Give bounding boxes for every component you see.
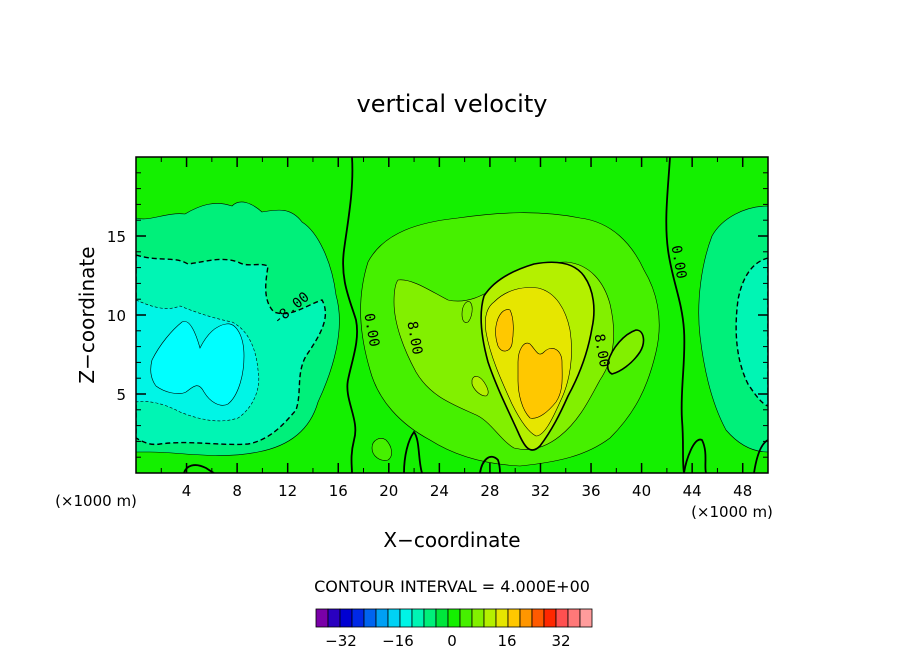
colorbar-swatch xyxy=(316,609,328,627)
colorbar-swatch xyxy=(364,609,376,627)
x-tick-label: 12 xyxy=(278,482,297,500)
colorbar-swatch xyxy=(544,609,556,627)
colorbar-swatch xyxy=(484,609,496,627)
colorbar-swatch xyxy=(436,609,448,627)
chart-title: vertical velocity xyxy=(357,90,548,118)
colorbar-tick-label: 16 xyxy=(497,632,516,650)
plot-area: -8.000.00 8.00 8.000.00 xyxy=(136,157,768,473)
colorbar-swatch xyxy=(376,609,388,627)
colorbar-swatch xyxy=(448,609,460,627)
colorbar xyxy=(316,609,592,627)
contour-interval-text: CONTOUR INTERVAL = 4.000E+00 xyxy=(314,577,590,596)
colorbar-tick-label: 32 xyxy=(551,632,570,650)
colorbar-tick-label: 0 xyxy=(447,632,457,650)
colorbar-swatch xyxy=(472,609,484,627)
y-tick-label: 15 xyxy=(107,228,126,246)
colorbar-swatch xyxy=(556,609,568,627)
colorbar-swatch xyxy=(388,609,400,627)
x-unit-left: (×1000 m) xyxy=(55,492,137,510)
x-tick-label: 48 xyxy=(733,482,752,500)
colorbar-swatch xyxy=(352,609,364,627)
x-tick-label: 24 xyxy=(430,482,449,500)
x-tick-label: 40 xyxy=(632,482,651,500)
colorbar-swatch xyxy=(580,609,592,627)
contour-chart: vertical velocity -8.000.00 8.0 xyxy=(0,0,904,654)
y-tick-label: 5 xyxy=(116,386,126,404)
colorbar-tick-label: −16 xyxy=(382,632,414,650)
colorbar-tick-label: −32 xyxy=(325,632,357,650)
colorbar-swatch xyxy=(496,609,508,627)
x-unit-right: (×1000 m) xyxy=(691,503,773,521)
x-tick-label: 8 xyxy=(232,482,242,500)
colorbar-swatch xyxy=(520,609,532,627)
colorbar-swatch xyxy=(412,609,424,627)
colorbar-swatch xyxy=(340,609,352,627)
y-axis-label: Z−coordinate xyxy=(75,246,99,383)
colorbar-swatch xyxy=(424,609,436,627)
x-axis-label: X−coordinate xyxy=(383,528,520,552)
x-tick-label: 36 xyxy=(581,482,600,500)
x-tick-label: 16 xyxy=(329,482,348,500)
x-tick-label: 28 xyxy=(480,482,499,500)
x-tick-label: 20 xyxy=(379,482,398,500)
colorbar-swatch xyxy=(508,609,520,627)
colorbar-swatch xyxy=(532,609,544,627)
colorbar-labels: −32 −16 0 16 32 xyxy=(325,632,570,650)
colorbar-swatch xyxy=(328,609,340,627)
x-tick-label: 44 xyxy=(683,482,702,500)
colorbar-swatch xyxy=(460,609,472,627)
colorbar-swatch xyxy=(568,609,580,627)
y-tick-label: 10 xyxy=(107,307,126,325)
colorbar-swatch xyxy=(400,609,412,627)
x-tick-label: 4 xyxy=(182,482,192,500)
x-tick-label: 32 xyxy=(531,482,550,500)
